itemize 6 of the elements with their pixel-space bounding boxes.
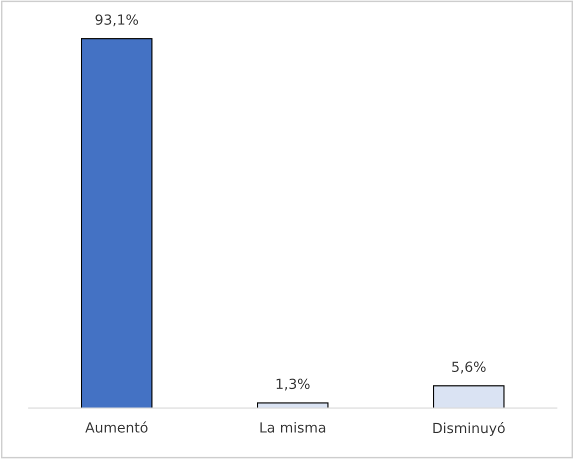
data-label: 1,3%	[276, 378, 310, 391]
data-label: 93,1%	[96, 14, 138, 26]
x-tick-label: Disminuyó	[433, 422, 505, 436]
x-tick-label: La misma	[260, 422, 326, 433]
data-label: 5,6%	[452, 362, 486, 374]
x-tick-label: Aumentó	[85, 421, 148, 433]
